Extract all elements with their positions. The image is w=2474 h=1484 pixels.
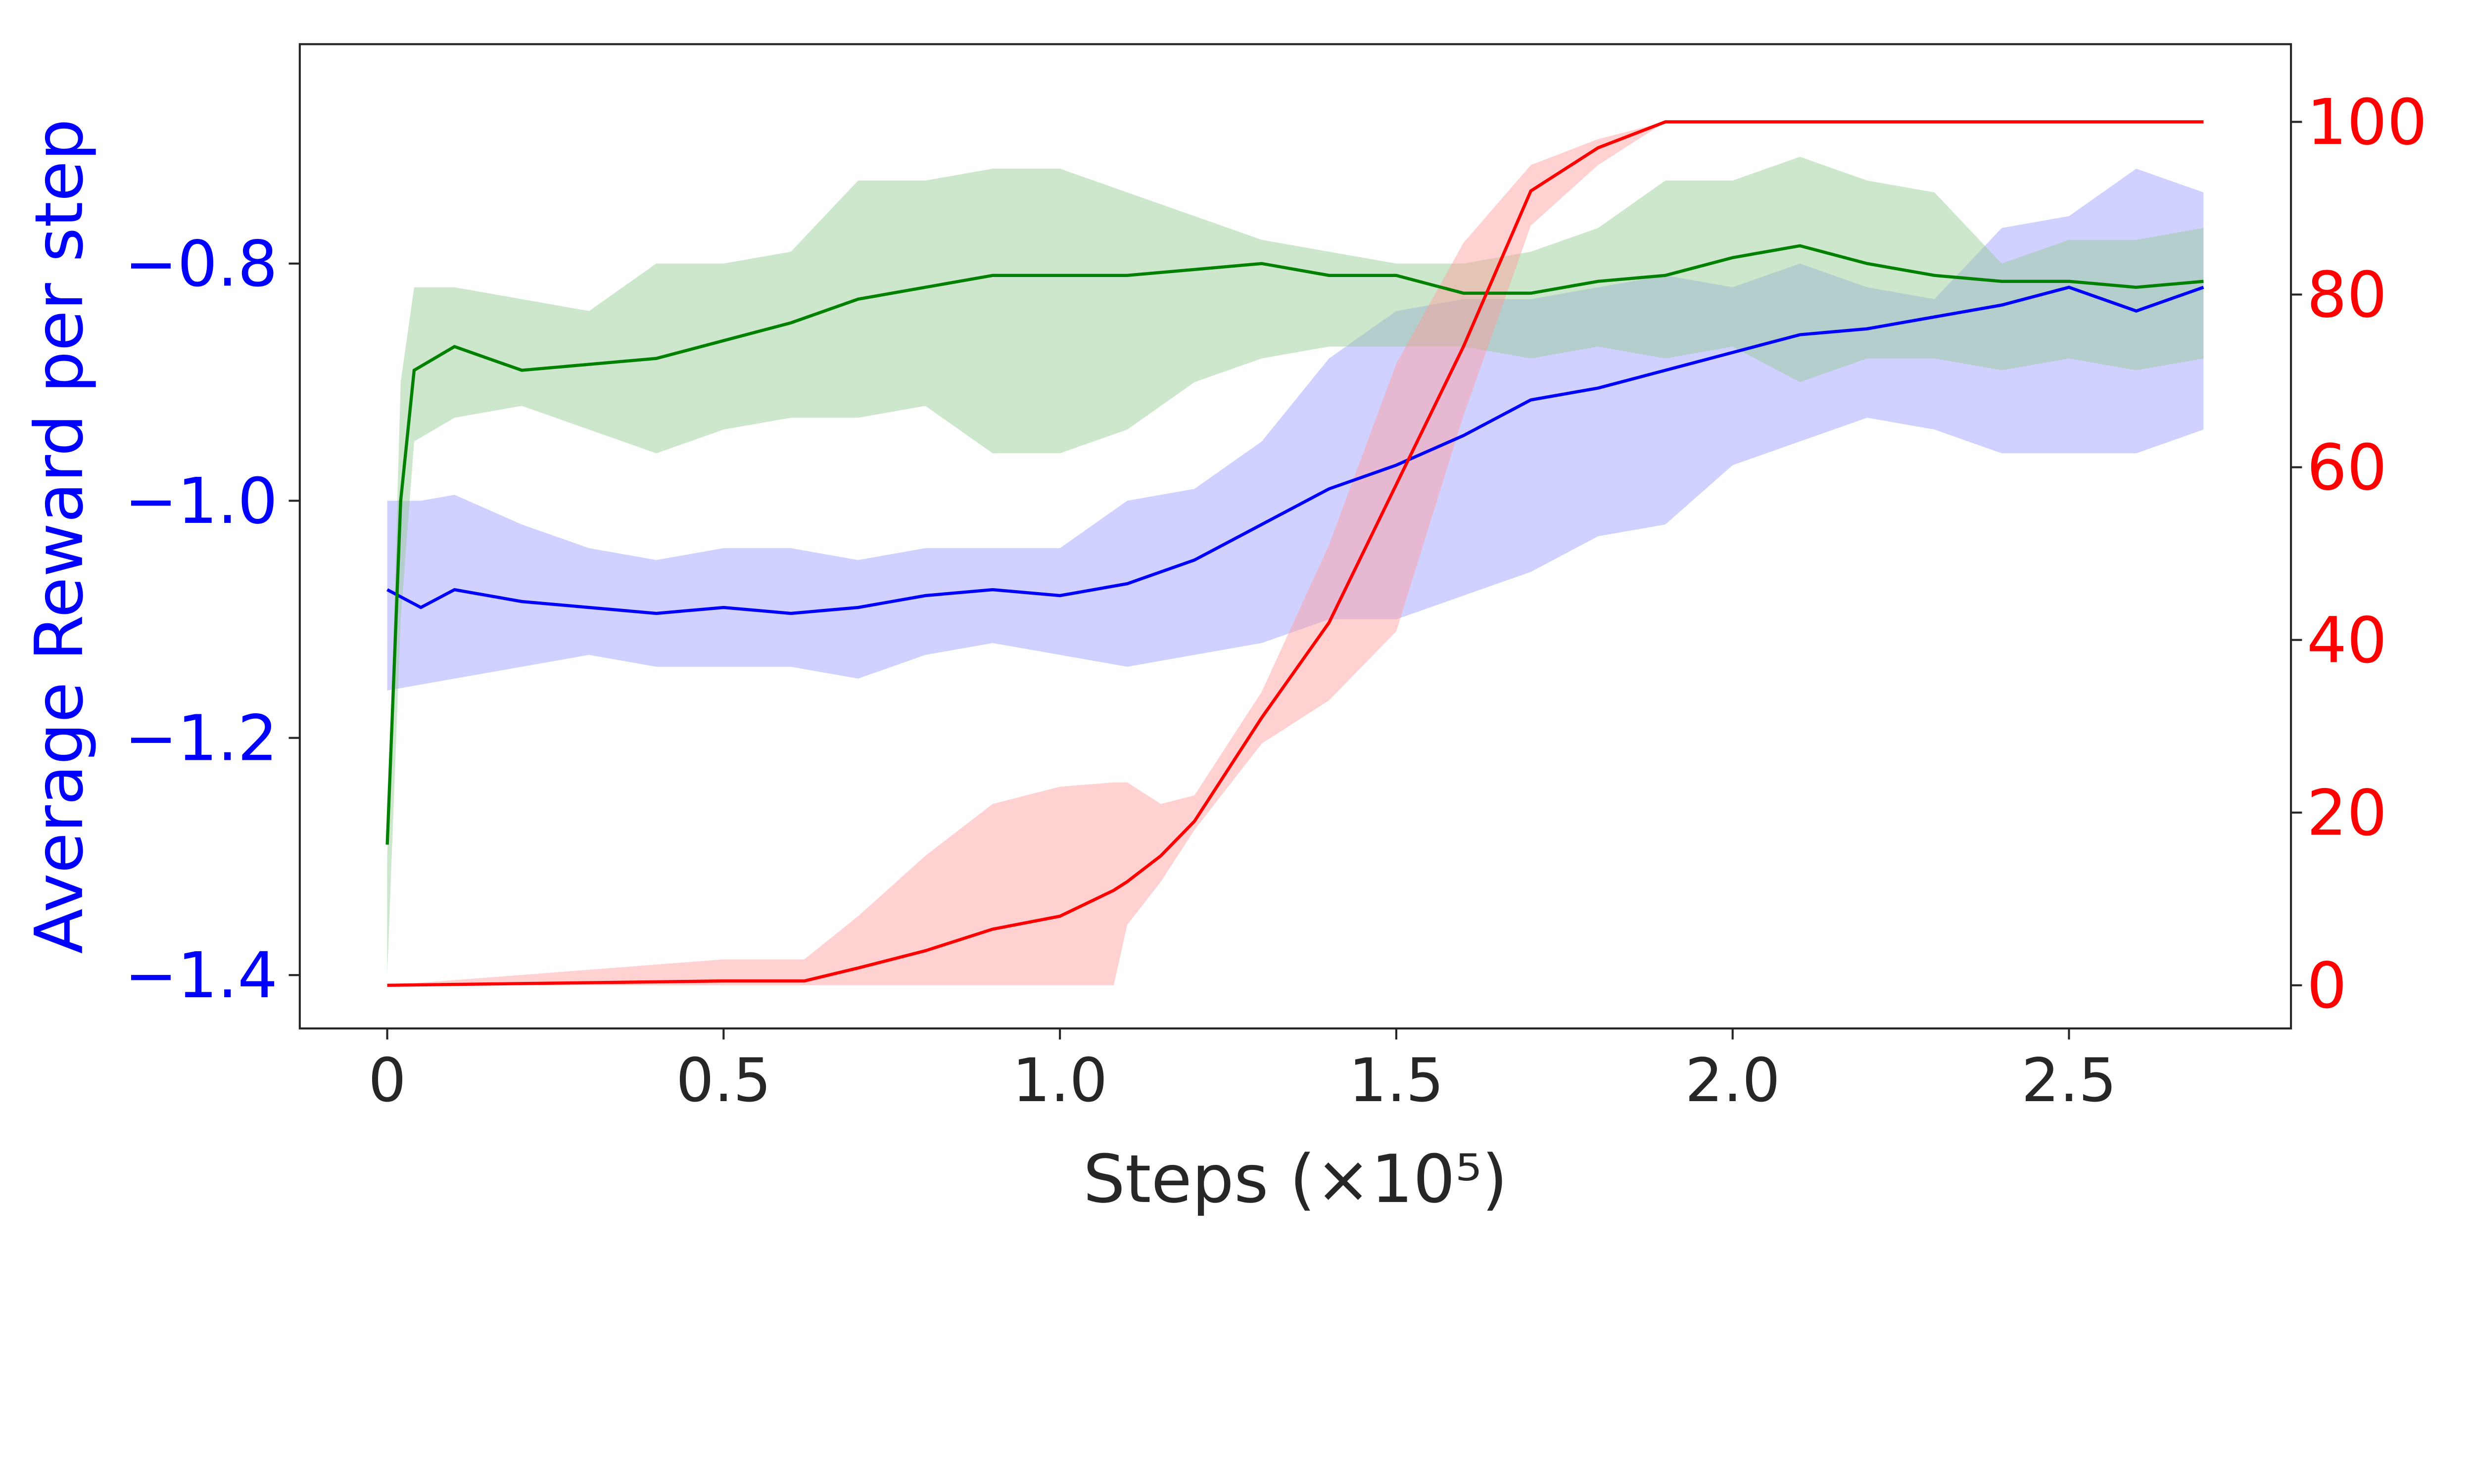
y-tick-label-left: −1.4 <box>125 939 278 1013</box>
y-tick-label-left: −1.0 <box>125 465 278 538</box>
x-axis-label: Steps (×10⁵) <box>1083 1141 1508 1218</box>
y-tick-label-right: 0 <box>2307 949 2347 1022</box>
x-tick-label: 2.5 <box>2021 1046 2117 1115</box>
chart: 0 0.5 1.0 1.5 2.0 2.5 −0.8 −1.0 −1.2 −1.4 100 80 60 4… <box>21 43 2427 1218</box>
x-tick-label: 1.0 <box>1012 1046 1108 1115</box>
green-line <box>385 244 2204 845</box>
y-tick-label-right: 100 <box>2307 86 2427 159</box>
red-line <box>387 120 2204 987</box>
confidence-bands <box>387 122 2204 985</box>
y-tick-label-right: 60 <box>2307 431 2387 505</box>
x-tick-label: 0.5 <box>676 1046 771 1115</box>
blue-line <box>386 285 2204 615</box>
blue-band <box>387 169 2204 691</box>
green-band <box>387 157 2204 975</box>
y-tick-label-right: 20 <box>2307 777 2387 850</box>
y-tick-label-left: −0.8 <box>125 228 278 301</box>
y-tick-label-right: 80 <box>2307 259 2387 332</box>
series-lines <box>385 120 2204 987</box>
y-tick-label-right: 40 <box>2307 604 2387 677</box>
ticks: 0 0.5 1.0 1.5 2.0 2.5 −0.8 −1.0 −1.2 −1.4 100 80 60 4… <box>125 86 2427 1115</box>
y-axis-label-left: Average Reward per step <box>21 119 98 954</box>
x-tick-label: 0 <box>368 1046 406 1115</box>
y-tick-label-left: −1.2 <box>125 702 278 775</box>
x-tick-label: 2.0 <box>1685 1046 1780 1115</box>
x-tick-label: 1.5 <box>1349 1046 1444 1115</box>
plot-frame <box>298 43 2292 1030</box>
